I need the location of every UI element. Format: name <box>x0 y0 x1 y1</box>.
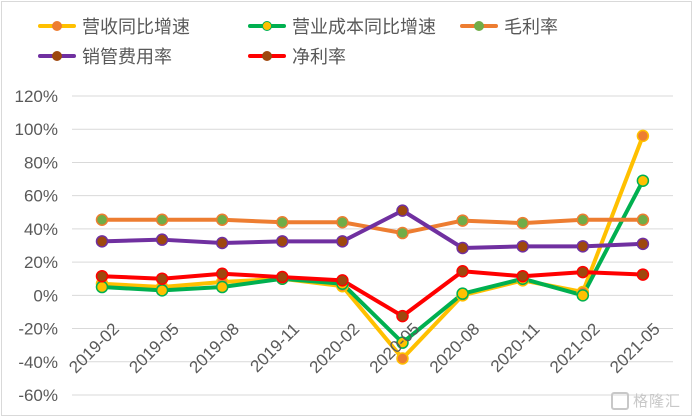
data-point-marker[interactable] <box>155 233 169 246</box>
data-point-marker[interactable] <box>636 237 650 251</box>
legend-label: 营收同比增速 <box>82 17 190 38</box>
x-tick-label: 2020-11 <box>487 319 544 376</box>
data-point-marker[interactable] <box>215 267 229 280</box>
data-point-marker[interactable] <box>95 280 109 294</box>
y-tick-label: -60% <box>18 386 58 405</box>
series-lines <box>95 129 650 365</box>
data-point-marker[interactable] <box>576 289 590 302</box>
data-point-marker[interactable] <box>336 274 349 287</box>
data-point-marker[interactable] <box>576 240 590 253</box>
data-point-marker[interactable] <box>516 240 529 253</box>
data-point-marker[interactable] <box>155 213 169 227</box>
data-point-marker[interactable] <box>276 235 289 248</box>
series-line <box>101 179 645 345</box>
series-line <box>101 269 643 319</box>
x-tick-label: 2020-08 <box>426 319 484 377</box>
legend-swatch-icon <box>248 44 286 68</box>
legend-item-gross-margin: 毛利率 <box>460 14 558 38</box>
x-tick-label: 2019-05 <box>125 319 183 377</box>
y-tick-label: 100% <box>15 120 58 139</box>
data-point-marker[interactable] <box>276 215 289 229</box>
data-point-marker[interactable] <box>215 280 229 294</box>
data-point-marker[interactable] <box>516 269 529 283</box>
data-point-marker[interactable] <box>276 270 289 284</box>
y-tick-label: 40% <box>24 220 58 239</box>
legend-swatch-icon <box>38 44 76 68</box>
legend-swatch-icon <box>38 14 76 38</box>
data-point-marker[interactable] <box>456 214 469 227</box>
data-point-marker[interactable] <box>396 204 409 217</box>
data-point-marker[interactable] <box>336 215 349 229</box>
legend-label: 净利率 <box>292 47 346 68</box>
watermark-text: 格隆汇 <box>632 392 681 410</box>
data-point-marker[interactable] <box>576 213 590 227</box>
series-line <box>101 208 643 250</box>
x-axis-labels: 2019-02 2019-05 2019-08 2019-11 2020-02 2020-… <box>65 319 663 377</box>
data-point-marker[interactable] <box>155 272 169 285</box>
data-point-marker[interactable] <box>155 284 169 297</box>
data-point-marker[interactable] <box>456 264 469 278</box>
legend-label: 毛利率 <box>504 17 558 38</box>
y-tick-label: 0% <box>33 286 58 305</box>
x-tick-label: 2021-05 <box>606 319 664 377</box>
data-point-marker[interactable] <box>636 129 650 143</box>
legend-swatch-icon <box>248 14 286 38</box>
data-point-marker[interactable] <box>636 174 650 187</box>
data-point-marker[interactable] <box>396 309 409 323</box>
data-point-marker[interactable] <box>396 226 409 240</box>
chart-legend: 营收同比增速 营业成本同比增速 毛利率 销管费用率 净利率 <box>38 14 638 70</box>
data-point-marker[interactable] <box>396 352 409 365</box>
data-point-marker[interactable] <box>215 213 229 227</box>
y-tick-label: 120% <box>15 87 58 106</box>
watermark: 格隆汇 <box>610 390 681 411</box>
legend-item-revenue-growth: 营收同比增速 <box>38 14 190 38</box>
legend-label: 营业成本同比增速 <box>292 17 436 38</box>
x-tick-label: 2019-11 <box>246 319 303 376</box>
data-point-marker[interactable] <box>456 241 469 255</box>
x-tick-label: 2019-02 <box>65 319 123 377</box>
x-tick-label: 2019-08 <box>185 319 243 377</box>
y-tick-label: -20% <box>18 320 58 339</box>
data-point-marker[interactable] <box>516 216 529 230</box>
data-point-marker[interactable] <box>95 235 109 248</box>
legend-label: 销管费用率 <box>82 47 172 68</box>
data-point-marker[interactable] <box>336 235 349 248</box>
data-point-marker[interactable] <box>636 213 650 227</box>
data-point-marker[interactable] <box>396 336 409 349</box>
data-point-marker[interactable] <box>636 268 650 281</box>
data-point-marker[interactable] <box>456 287 469 300</box>
x-tick-label: 2020-02 <box>306 319 364 377</box>
y-tick-label: -40% <box>18 353 58 372</box>
legend-item-expense-ratio: 销管费用率 <box>38 44 172 68</box>
legend-item-cost-growth: 营业成本同比增速 <box>248 14 436 38</box>
legend-item-net-margin: 净利率 <box>248 44 346 68</box>
watermark-logo-icon <box>610 391 629 410</box>
y-tick-label: 60% <box>24 187 58 206</box>
x-tick-label: 2021-02 <box>546 319 604 377</box>
y-tick-label: 20% <box>24 253 58 272</box>
data-point-marker[interactable] <box>95 269 109 283</box>
data-point-marker[interactable] <box>576 265 590 279</box>
data-point-marker[interactable] <box>95 213 109 227</box>
y-axis-labels: 120% 100% 80% 60% 40% 20% 0% -20% -40% -60% <box>15 87 58 405</box>
legend-swatch-icon <box>460 14 498 38</box>
data-point-marker[interactable] <box>215 236 229 250</box>
y-tick-label: 80% <box>24 153 58 172</box>
